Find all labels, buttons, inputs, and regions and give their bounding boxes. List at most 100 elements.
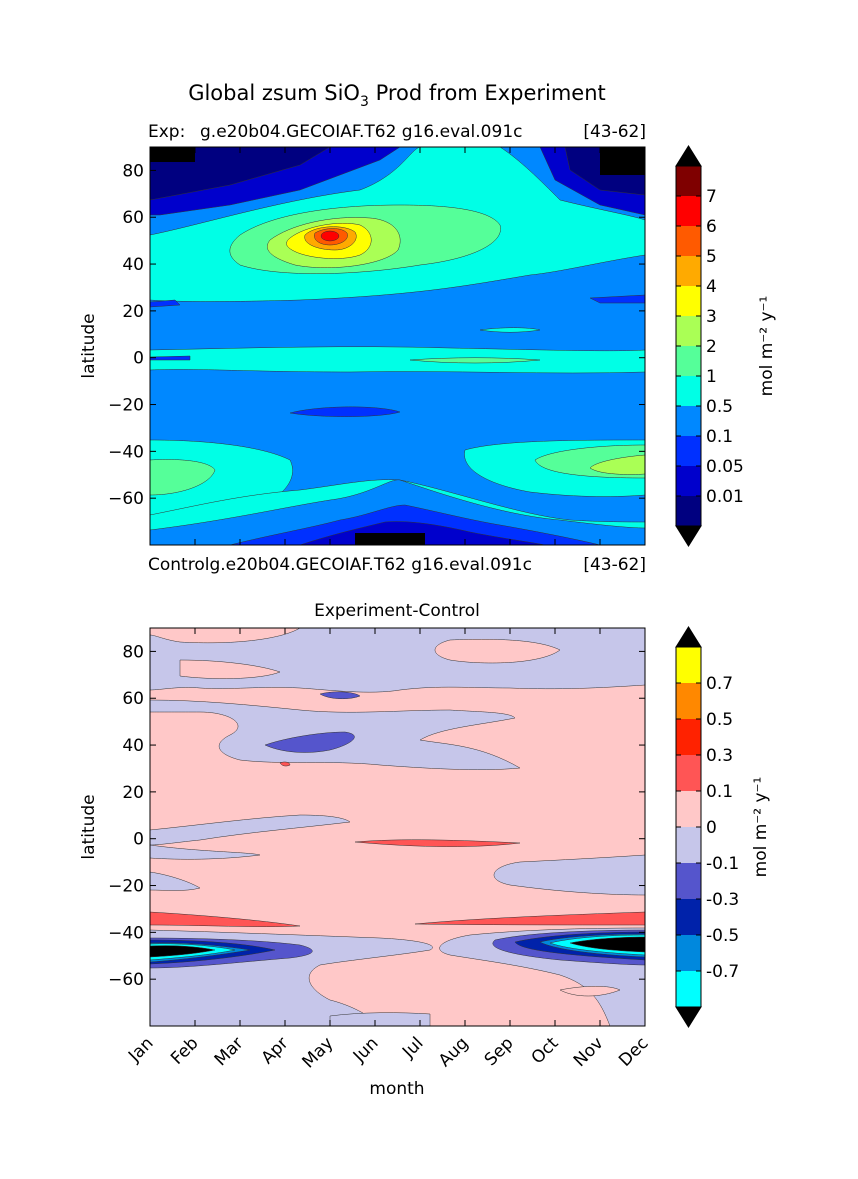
x-tick-label: Aug <box>435 1033 473 1071</box>
contour-fill-north-black-right <box>600 147 645 175</box>
y-tick-label: 60 <box>122 208 144 228</box>
colorbar-tick-label: 0.5 <box>706 710 733 730</box>
colorbar-tick-label: 6 <box>706 217 717 237</box>
diff-fill-neg-black-right <box>569 936 645 953</box>
colorbar-tick-label: 1 <box>706 367 717 387</box>
colorbar-swatch <box>676 755 701 792</box>
contour-field-experiment <box>150 147 645 545</box>
diff-fill-red-band-right <box>414 911 645 926</box>
colorbar-tick-label: 0.7 <box>706 674 733 694</box>
x-tick-label: May <box>299 1033 338 1072</box>
diff-fill-north-pink-1 <box>150 628 301 644</box>
colorbar-tick-label: 5 <box>706 247 717 267</box>
x-tick-label: Oct <box>528 1033 563 1068</box>
diff-fill-southern-pink <box>559 986 621 997</box>
contour-fill-north-black <box>150 147 195 162</box>
colorbar-swatch <box>676 719 701 756</box>
x-tick-label: Jan <box>124 1033 157 1066</box>
colorbar-swatch <box>676 827 701 864</box>
figure-title: Global zsum SiO3 Prod from Experiment <box>188 81 606 110</box>
diff-fill-north-pink-2 <box>434 639 561 664</box>
colorbar-label-difference: mol m⁻² y⁻¹ <box>751 777 771 878</box>
y-tick-label: 0 <box>133 349 144 369</box>
colorbar-swatch <box>676 683 701 720</box>
colorbar-tick-label: 0.05 <box>706 457 744 477</box>
x-tick-label: Sep <box>481 1033 518 1070</box>
colorbar-tick-label: 0.1 <box>706 427 733 447</box>
y-tick-label: −60 <box>108 489 144 509</box>
colorbar-tick-label: 4 <box>706 277 717 297</box>
y-tick-label: −20 <box>108 877 144 897</box>
contour-fill-south-lightgreen-right <box>589 454 645 475</box>
colorbar-swatch <box>676 406 701 437</box>
colorbar-tick-label: 2 <box>706 337 717 357</box>
diff-fill-mid-blue <box>264 731 355 753</box>
axes-frame-difference <box>149 627 646 1027</box>
exp-label: Exp: <box>148 122 185 142</box>
x-tick-label: Dec <box>615 1033 652 1070</box>
y-label-difference: latitude <box>79 794 99 859</box>
x-tick-label: Feb <box>167 1033 202 1068</box>
control-years: [43-62] <box>583 555 646 575</box>
control-label: Controlg.e20b04.GECOIAF.T62 g16.eval.091… <box>148 555 532 575</box>
contour-fill-equator-cyan <box>150 346 645 374</box>
y-label-experiment: latitude <box>79 313 99 378</box>
y-tick-label: −60 <box>108 970 144 990</box>
exp-years: [43-62] <box>583 122 646 142</box>
diff-fill-red-dot <box>279 761 291 767</box>
colorbar-tick-label: 0 <box>706 818 717 838</box>
colorbar-tick-label: -0.3 <box>706 890 739 910</box>
y-tick-label: 20 <box>122 783 144 803</box>
y-tick-label: −20 <box>108 396 144 416</box>
y-tick-label: 80 <box>122 642 144 662</box>
diff-fill-neg-black-left <box>150 945 216 958</box>
exp-case: g.e20b04.GECOIAF.T62 g16.eval.091c <box>200 122 522 142</box>
colorbar-extend-max <box>675 626 702 648</box>
y-tick-label: 40 <box>122 736 144 756</box>
contour-fill-antarctic-black <box>355 533 425 545</box>
colorbar-extend-min <box>675 525 702 547</box>
colorbar-swatch <box>676 971 701 1008</box>
y-tick-label: −40 <box>108 923 144 943</box>
axes-experiment: 80 60 40 20 0 −20 −40 −60 <box>108 147 646 545</box>
diff-fill-equator-red <box>354 839 521 847</box>
colorbar-tick-label: 0.1 <box>706 782 733 802</box>
colorbar-swatch <box>676 791 701 828</box>
diff-fill-bottom-lavender <box>329 1012 431 1026</box>
x-tick-label: Jul <box>398 1033 427 1062</box>
colorbar-swatch <box>676 899 701 936</box>
x-tick-label: Jun <box>349 1033 383 1067</box>
colorbar-tick-label: -0.7 <box>706 962 739 982</box>
diff-fill-south-lavender-right <box>493 854 645 896</box>
colorbar-swatch <box>676 316 701 347</box>
colorbar-swatch <box>676 256 701 287</box>
colorbar-tick-label: 7 <box>706 187 717 207</box>
colorbar-swatch <box>676 196 701 227</box>
y-tick-label: 60 <box>122 689 144 709</box>
colorbar-extend-max <box>675 145 702 167</box>
contour-fill-south-streak <box>289 406 401 417</box>
colorbar-swatch <box>676 166 701 197</box>
y-tick-label: 40 <box>122 255 144 275</box>
contour-fill-red-peak <box>320 230 340 242</box>
colorbar-swatch <box>676 436 701 467</box>
colorbar-swatch <box>676 346 701 377</box>
diff-fill-red-band-left <box>150 911 301 927</box>
x-label-difference: month <box>369 1079 424 1099</box>
colorbar-tick-label: 0.5 <box>706 397 733 417</box>
colorbar-swatch <box>676 647 701 684</box>
colorbar-swatch <box>676 466 701 497</box>
y-tick-label: 20 <box>122 302 144 322</box>
colorbar-swatch <box>676 496 701 527</box>
colorbar-tick-label: 3 <box>706 307 717 327</box>
colorbar-tick-label: 0.01 <box>706 487 744 507</box>
x-tick-label: Mar <box>211 1033 248 1070</box>
colorbar-tick-label: -0.5 <box>706 926 739 946</box>
diff-fill-equator-lavender <box>150 814 351 846</box>
colorbar-swatch <box>676 376 701 407</box>
contour-fill-south-green <box>150 459 216 496</box>
contour-fill-equator-green <box>409 357 541 364</box>
diff-fill-equator-lavender-2 <box>150 844 261 860</box>
colorbar-difference: 0.7 0.5 0.3 0.1 0 -0.1 -0.3 -0.5 -0.7 <box>675 626 739 1028</box>
